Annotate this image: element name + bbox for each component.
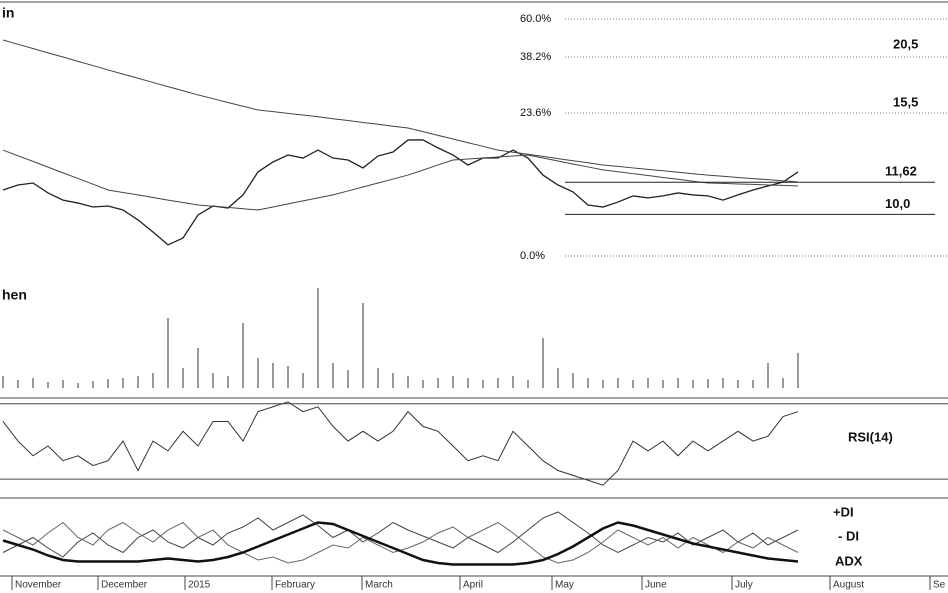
fib-label: 0.0% xyxy=(520,250,545,262)
legend-entry: +DI xyxy=(833,504,854,519)
month-label: December xyxy=(101,580,148,591)
volume-bar xyxy=(752,380,754,388)
volume-bar xyxy=(137,376,139,388)
month-label: Se xyxy=(933,580,946,591)
volume-bar xyxy=(107,379,109,388)
volume-bar xyxy=(242,323,244,388)
series-line xyxy=(2,521,799,566)
fib-label: 23.6% xyxy=(520,107,551,119)
price-annotation: 15,5 xyxy=(893,94,918,109)
volume-bar xyxy=(17,380,19,388)
volume-bar xyxy=(572,373,574,388)
volume-bar xyxy=(47,382,49,388)
volume-bar xyxy=(302,373,304,388)
volume-bar xyxy=(632,380,634,388)
series-line xyxy=(2,401,799,486)
volume-bar xyxy=(647,378,649,388)
volume-bar xyxy=(2,376,4,388)
month-label: June xyxy=(645,580,667,591)
volume-bar xyxy=(737,380,739,388)
volume-bar xyxy=(197,348,199,388)
volume-bar xyxy=(782,378,784,388)
month-label: July xyxy=(735,580,753,591)
series-line xyxy=(2,511,799,558)
volume-bar xyxy=(497,378,499,388)
volume-bar xyxy=(77,383,79,388)
volume-bar xyxy=(722,378,724,388)
volume-bar xyxy=(482,380,484,388)
fib-label: 60.0% xyxy=(520,13,551,25)
volume-bar xyxy=(212,373,214,388)
month-label: November xyxy=(15,580,62,591)
month-label: April xyxy=(463,580,483,591)
volume-bar xyxy=(602,380,604,388)
level-label: 10,0 xyxy=(885,196,910,211)
level-label: 11,62 xyxy=(885,164,917,179)
price-annotation: 20,5 xyxy=(893,36,918,51)
volume-bar xyxy=(662,380,664,388)
volume-bar xyxy=(767,363,769,388)
volume-bar xyxy=(542,338,544,388)
volume-bar xyxy=(92,381,94,388)
legend-entry: ADX xyxy=(835,553,863,568)
month-label: February xyxy=(275,580,315,591)
volume-bar xyxy=(527,380,529,388)
volume-bar xyxy=(227,376,229,388)
volume-bar xyxy=(287,366,289,388)
series-line xyxy=(2,39,799,183)
volume-bar xyxy=(677,378,679,388)
volume-bar xyxy=(557,368,559,388)
volume-bar xyxy=(122,378,124,388)
volume-bar xyxy=(797,353,799,388)
volume-bar xyxy=(617,378,619,388)
volume-bar xyxy=(437,378,439,388)
month-label: August xyxy=(833,580,864,591)
volume-bar xyxy=(317,288,319,388)
volume-bar xyxy=(392,373,394,388)
volume-bar xyxy=(377,368,379,388)
volume-bar xyxy=(692,380,694,388)
legend-entry: - DI xyxy=(838,528,859,543)
volume-bar xyxy=(32,378,34,388)
volume-bar xyxy=(587,378,589,388)
volume-bar xyxy=(707,379,709,388)
volume-bar xyxy=(362,303,364,388)
volume-bar xyxy=(347,370,349,388)
volume-bar xyxy=(182,368,184,388)
volume-bar xyxy=(452,376,454,388)
volume-bar xyxy=(167,318,169,388)
fib-label: 38.2% xyxy=(520,51,551,63)
month-label: March xyxy=(365,580,393,591)
legend-entry: RSI(14) xyxy=(848,429,893,444)
series-line xyxy=(2,149,799,211)
volume-bar xyxy=(272,363,274,388)
volume-bar xyxy=(512,376,514,388)
volume-bar xyxy=(62,380,64,388)
volume-bar xyxy=(152,373,154,388)
series-line xyxy=(2,139,799,246)
chart-title: in xyxy=(2,5,14,21)
month-label: May xyxy=(555,580,574,591)
volume-bar xyxy=(422,380,424,388)
volume-bar xyxy=(332,363,334,388)
volume-bar xyxy=(407,376,409,388)
month-label: 2015 xyxy=(188,580,211,591)
volume-bar xyxy=(467,378,469,388)
volume-bar xyxy=(257,358,259,388)
volume-title: hen xyxy=(2,287,27,303)
